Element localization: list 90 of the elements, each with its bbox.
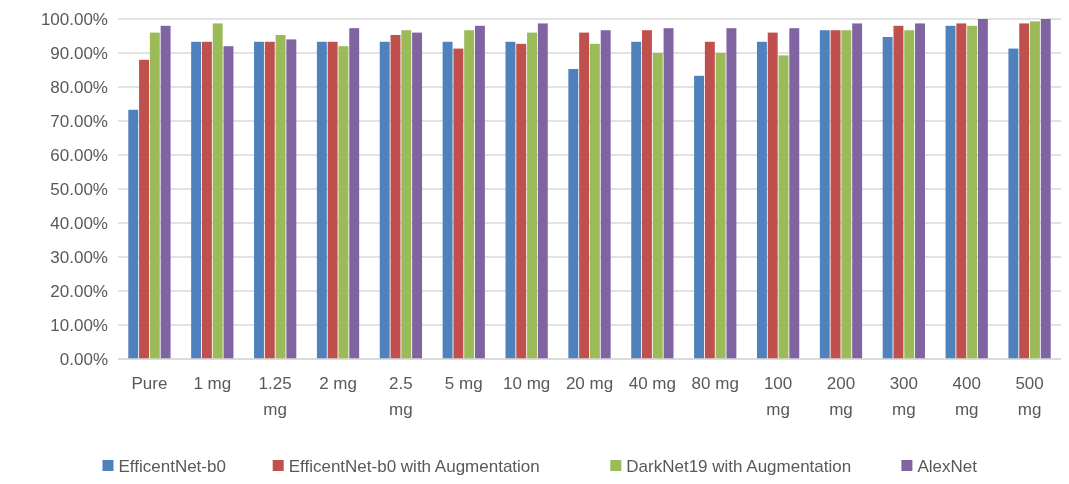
bar [139,59,149,359]
x-tick-label: 2 mg [319,374,357,393]
bar [852,23,863,359]
bar [568,68,579,359]
y-tick-label: 80.00% [50,77,108,97]
bar [600,30,611,359]
bar [442,41,453,359]
x-tick-label: 2.5 mg [389,374,413,419]
y-tick-label: 60.00% [50,145,108,165]
bar [1040,19,1051,359]
y-tick-label: 50.00% [50,179,108,199]
bar [715,53,726,359]
x-tick-label: 1.25 mg [258,374,292,419]
bar [275,34,286,359]
x-tick-label: 200 mg [826,374,856,419]
bar [977,19,988,359]
bar [579,32,590,359]
y-tick-label: 100.00% [40,9,108,29]
bar [756,41,767,359]
bar [967,25,978,359]
bar [379,41,390,359]
bar [286,39,297,359]
bar [830,30,841,359]
bar [1008,48,1019,359]
x-tick-label: 5 mg [444,374,483,393]
bar [453,48,464,359]
bar [694,75,705,359]
bar [893,25,904,359]
bar [642,30,652,359]
y-tick-label: 40.00% [50,213,108,233]
x-tick-label: 100 mg [763,374,793,419]
bar [527,32,537,359]
y-tick-label: 20.00% [50,281,108,301]
legend-label: DarkNet19 with Augmentation [626,456,852,476]
bar [537,23,548,359]
bar [212,23,223,359]
bar [819,30,830,359]
bar [254,41,264,359]
bar [201,41,212,359]
bar [338,46,349,359]
x-tick-label: 10 mg [503,374,551,393]
bar [412,32,423,359]
y-tick-label: 30.00% [50,247,108,267]
bar [390,34,401,359]
bar [401,30,412,359]
x-tick-label: Pure [131,374,168,393]
x-tick-label: 1 mg [193,374,232,393]
bar [474,25,485,359]
bar [704,41,715,359]
bar [778,55,789,359]
bar [904,30,915,359]
bar [128,109,139,359]
bar [1019,23,1030,359]
bar [841,30,852,359]
x-tick-label: 300 mg [889,374,919,419]
bar [327,41,338,359]
bar [767,32,778,359]
bar [789,28,800,359]
bar [160,25,171,359]
bar [652,53,663,359]
bar [316,41,327,359]
x-tick-label: 20 mg [565,374,614,393]
bar [464,30,475,359]
bar [1030,21,1040,359]
bar [726,28,737,359]
x-tick-label: 500 mg [1015,374,1044,419]
bar [223,46,234,359]
bar [149,32,160,359]
bar [956,23,967,359]
bar [631,41,642,359]
bar [915,23,925,359]
bar [882,37,893,359]
y-tick-label: 70.00% [50,111,108,131]
bar [264,41,275,359]
bar [663,28,674,359]
bar [191,41,202,359]
x-tick-label: 80 mg [691,374,739,393]
legend-label: AlexNet [917,456,978,476]
x-tick-label: 400 mg [952,374,981,419]
y-tick-label: 90.00% [50,43,108,63]
bar [516,43,527,359]
bar [505,41,516,359]
bar [349,28,360,359]
legend-label: EfficentNet-b0 with Augmentation [288,456,540,476]
bar [945,25,956,359]
y-tick-label: 10.00% [50,315,108,335]
x-tick-label: 40 mg [628,374,676,393]
legend-label: EfficentNet-b0 [118,456,226,476]
bar [589,43,600,359]
y-tick-label: 0.00% [59,349,108,369]
